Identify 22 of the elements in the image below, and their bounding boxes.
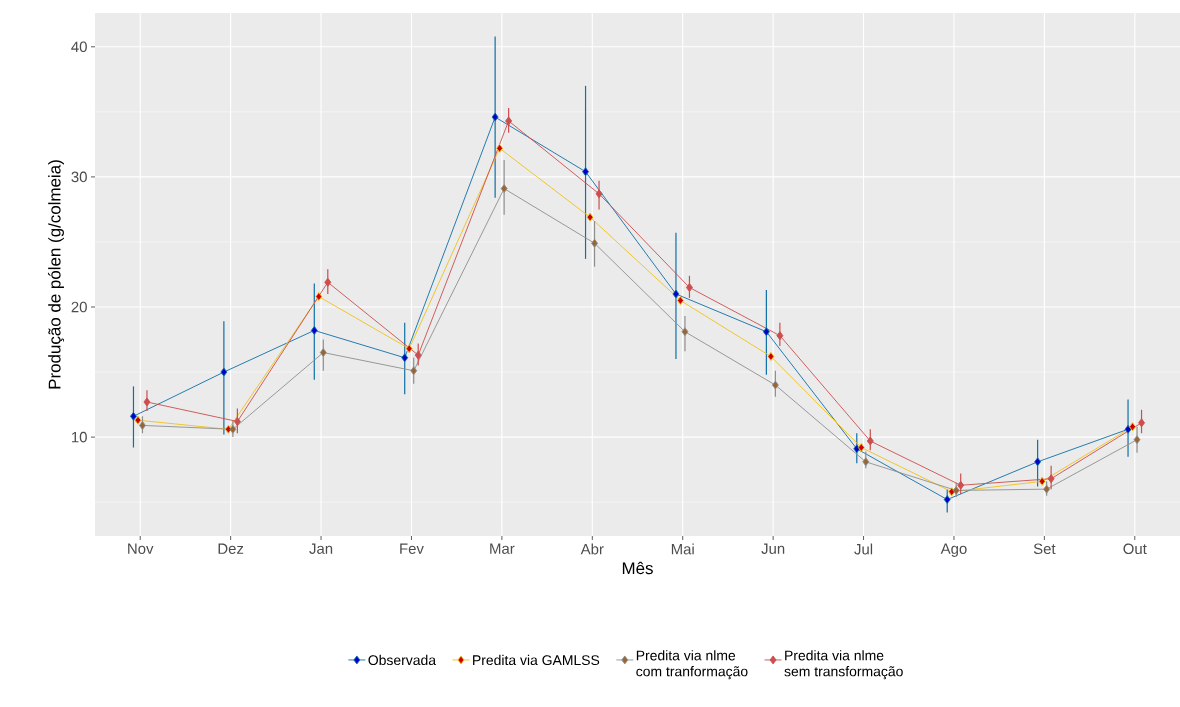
y-tick-label: 10 [72,431,87,443]
legend-label: Predita via nlme com tranformação [636,650,748,680]
y-axis-title: Produção de pólen (g/colmeia) [47,160,65,389]
x-tick-label: Jun [761,543,785,554]
x-tick-label: Mar [490,543,515,554]
legend-label: Predita via nlme sem transformação [784,650,903,680]
x-tick-label: Dez [218,543,244,554]
x-tick-label: Nov [128,543,154,554]
legend-label: Predita via GAMLSS [473,654,600,666]
x-tick-label: Set [1033,543,1056,555]
x-tick-label: Abr [580,543,604,555]
x-tick-label: Fev [400,543,424,554]
y-tick-label: 30 [71,171,87,183]
x-tick-label: Jul [854,543,873,555]
y-tick-label: 40 [71,41,87,53]
y-tick-label: 20 [71,301,87,313]
x-tick-label: Jan [309,543,333,554]
legend-label: Observada [368,654,437,666]
x-tick-label: Mai [671,543,694,555]
x-tick-label: Ago [940,543,967,557]
x-tick-label: Out [1123,543,1147,555]
x-axis-title: Mês [622,561,653,575]
